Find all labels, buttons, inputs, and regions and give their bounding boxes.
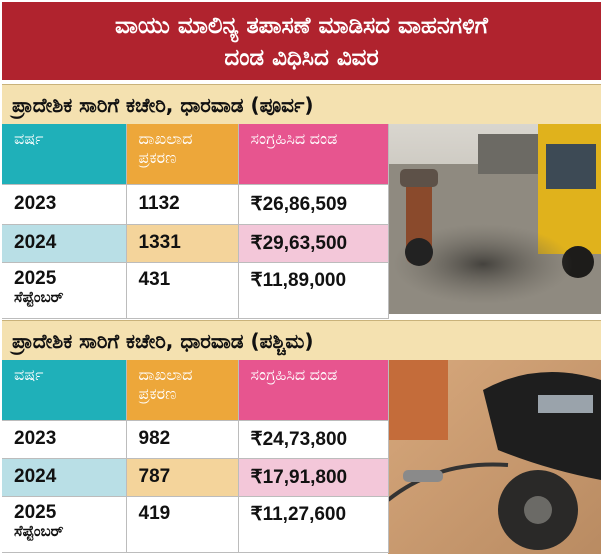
cell-cases: 1331 (126, 224, 239, 263)
cell-fine: ₹17,91,800 (238, 458, 389, 497)
section-heading-east: ಪ್ರಾದೇಶಿಕ ಸಾರಿಗೆ ಕಚೇರಿ, ಧಾರವಾಡ (ಪೂರ್ವ) (2, 84, 601, 124)
title-line-2: ದಂಡ ವಿಧಿಸಿದ ವಿವರ (224, 45, 379, 71)
header-year: ವರ್ಷ (2, 124, 127, 185)
table-header-row: ವರ್ಷ ದಾಖಲಾದ ಪ್ರಕರಣ ಸಂಗ್ರಹಿಸಿದ ದಂಡ (2, 124, 389, 185)
header-cases: ದಾಖಲಾದ ಪ್ರಕರಣ (126, 360, 239, 421)
cell-cases: 982 (126, 420, 239, 459)
cell-year: 2024 (2, 458, 127, 497)
photo-vehicle-smoke (388, 124, 601, 314)
cell-cases: 419 (126, 496, 239, 553)
header-cases-line-1: ದಾಖಲಾದ (138, 367, 193, 384)
cell-year-month: ಸೆಪ್ಟೆಂಬರ್ (14, 521, 64, 540)
cell-year: 2025 ಸೆಪ್ಟೆಂಬರ್ (2, 496, 127, 553)
table-west: ವರ್ಷ ದಾಖಲಾದ ಪ್ರಕರಣ ಸಂಗ್ರಹಿಸಿದ ದಂಡ 2023 9… (2, 360, 389, 553)
header-cases-line-2: ಪ್ರಕರಣ (138, 386, 177, 403)
cell-fine: ₹29,63,500 (238, 224, 389, 263)
header-cases-line-2: ಪ್ರಕರಣ (138, 150, 177, 167)
cell-fine: ₹11,89,000 (238, 262, 389, 319)
table-row: 2023 1132 ₹26,86,509 (2, 184, 389, 225)
table-row: 2024 1331 ₹29,63,500 (2, 224, 389, 263)
header-fine: ಸಂಗ್ರಹಿಸಿದ ದಂಡ (238, 124, 389, 185)
cell-cases: 787 (126, 458, 239, 497)
table-east: ವರ್ಷ ದಾಖಲಾದ ಪ್ರಕರಣ ಸಂಗ್ರಹಿಸಿದ ದಂಡ 2023 1… (2, 124, 389, 319)
table-row: 2024 787 ₹17,91,800 (2, 458, 389, 497)
table-row: 2023 982 ₹24,73,800 (2, 420, 389, 459)
cell-year-value: 2025 (14, 267, 57, 289)
header-cases: ದಾಖಲಾದ ಪ್ರಕರಣ (126, 124, 239, 185)
infographic-title: ವಾಯು ಮಾಲಿನ್ಯ ತಪಾಸಣೆ ಮಾಡಿಸದ ವಾಹನಗಳಿಗೆ ದಂಡ… (2, 2, 601, 80)
cell-year: 2023 (2, 420, 127, 459)
section-heading-west: ಪ್ರಾದೇಶಿಕ ಸಾರಿಗೆ ಕಚೇರಿ, ಧಾರವಾಡ (ಪಶ್ಚಿಮ) (2, 320, 601, 360)
cell-fine: ₹24,73,800 (238, 420, 389, 459)
cell-cases: 431 (126, 262, 239, 319)
cell-year-month: ಸೆಪ್ಟೆಂಬರ್ (14, 287, 64, 306)
cell-year: 2024 (2, 224, 127, 263)
header-cases-line-1: ದಾಖಲಾದ (138, 131, 193, 148)
cell-cases: 1132 (126, 184, 239, 225)
header-year: ವರ್ಷ (2, 360, 127, 421)
table-row: 2025 ಸೆಪ್ಟೆಂಬರ್ 431 ₹11,89,000 (2, 262, 389, 319)
table-row: 2025 ಸೆಪ್ಟೆಂಬರ್ 419 ₹11,27,600 (2, 496, 389, 553)
cell-fine: ₹26,86,509 (238, 184, 389, 225)
cell-year-value: 2025 (14, 501, 57, 523)
cell-fine: ₹11,27,600 (238, 496, 389, 553)
table-header-row: ವರ್ಷ ದಾಖಲಾದ ಪ್ರಕರಣ ಸಂಗ್ರಹಿಸಿದ ದಂಡ (2, 360, 389, 421)
photo-emission-test (388, 360, 601, 554)
cell-year: 2025 ಸೆಪ್ಟೆಂಬರ್ (2, 262, 127, 319)
cell-year: 2023 (2, 184, 127, 225)
title-line-1: ವಾಯು ಮಾಲಿನ್ಯ ತಪಾಸಣೆ ಮಾಡಿಸದ ವಾಹನಗಳಿಗೆ (115, 13, 488, 39)
header-fine: ಸಂಗ್ರಹಿಸಿದ ದಂಡ (238, 360, 389, 421)
